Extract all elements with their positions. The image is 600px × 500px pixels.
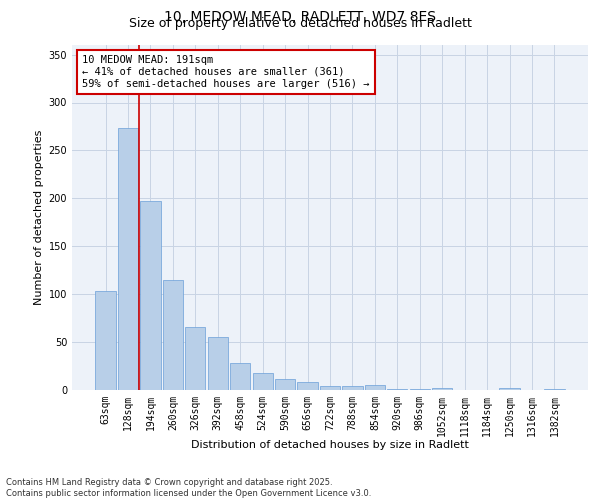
Bar xyxy=(163,280,183,390)
Bar xyxy=(275,380,295,390)
Bar xyxy=(230,363,250,390)
Bar xyxy=(544,389,565,390)
Y-axis label: Number of detached properties: Number of detached properties xyxy=(34,130,44,305)
Bar xyxy=(320,386,340,390)
Bar xyxy=(95,292,116,390)
Bar xyxy=(387,389,407,390)
Bar xyxy=(499,388,520,390)
Bar xyxy=(432,388,452,390)
Text: 10, MEDOW MEAD, RADLETT, WD7 8ES: 10, MEDOW MEAD, RADLETT, WD7 8ES xyxy=(164,10,436,24)
Bar xyxy=(140,201,161,390)
Bar xyxy=(343,386,362,390)
Text: Size of property relative to detached houses in Radlett: Size of property relative to detached ho… xyxy=(128,18,472,30)
Bar xyxy=(298,382,317,390)
Text: 10 MEDOW MEAD: 191sqm
← 41% of detached houses are smaller (361)
59% of semi-det: 10 MEDOW MEAD: 191sqm ← 41% of detached … xyxy=(82,56,370,88)
Bar xyxy=(185,327,205,390)
Bar xyxy=(410,389,430,390)
Bar xyxy=(253,373,273,390)
Bar xyxy=(118,128,138,390)
Bar xyxy=(208,338,228,390)
X-axis label: Distribution of detached houses by size in Radlett: Distribution of detached houses by size … xyxy=(191,440,469,450)
Bar xyxy=(365,385,385,390)
Text: Contains HM Land Registry data © Crown copyright and database right 2025.
Contai: Contains HM Land Registry data © Crown c… xyxy=(6,478,371,498)
